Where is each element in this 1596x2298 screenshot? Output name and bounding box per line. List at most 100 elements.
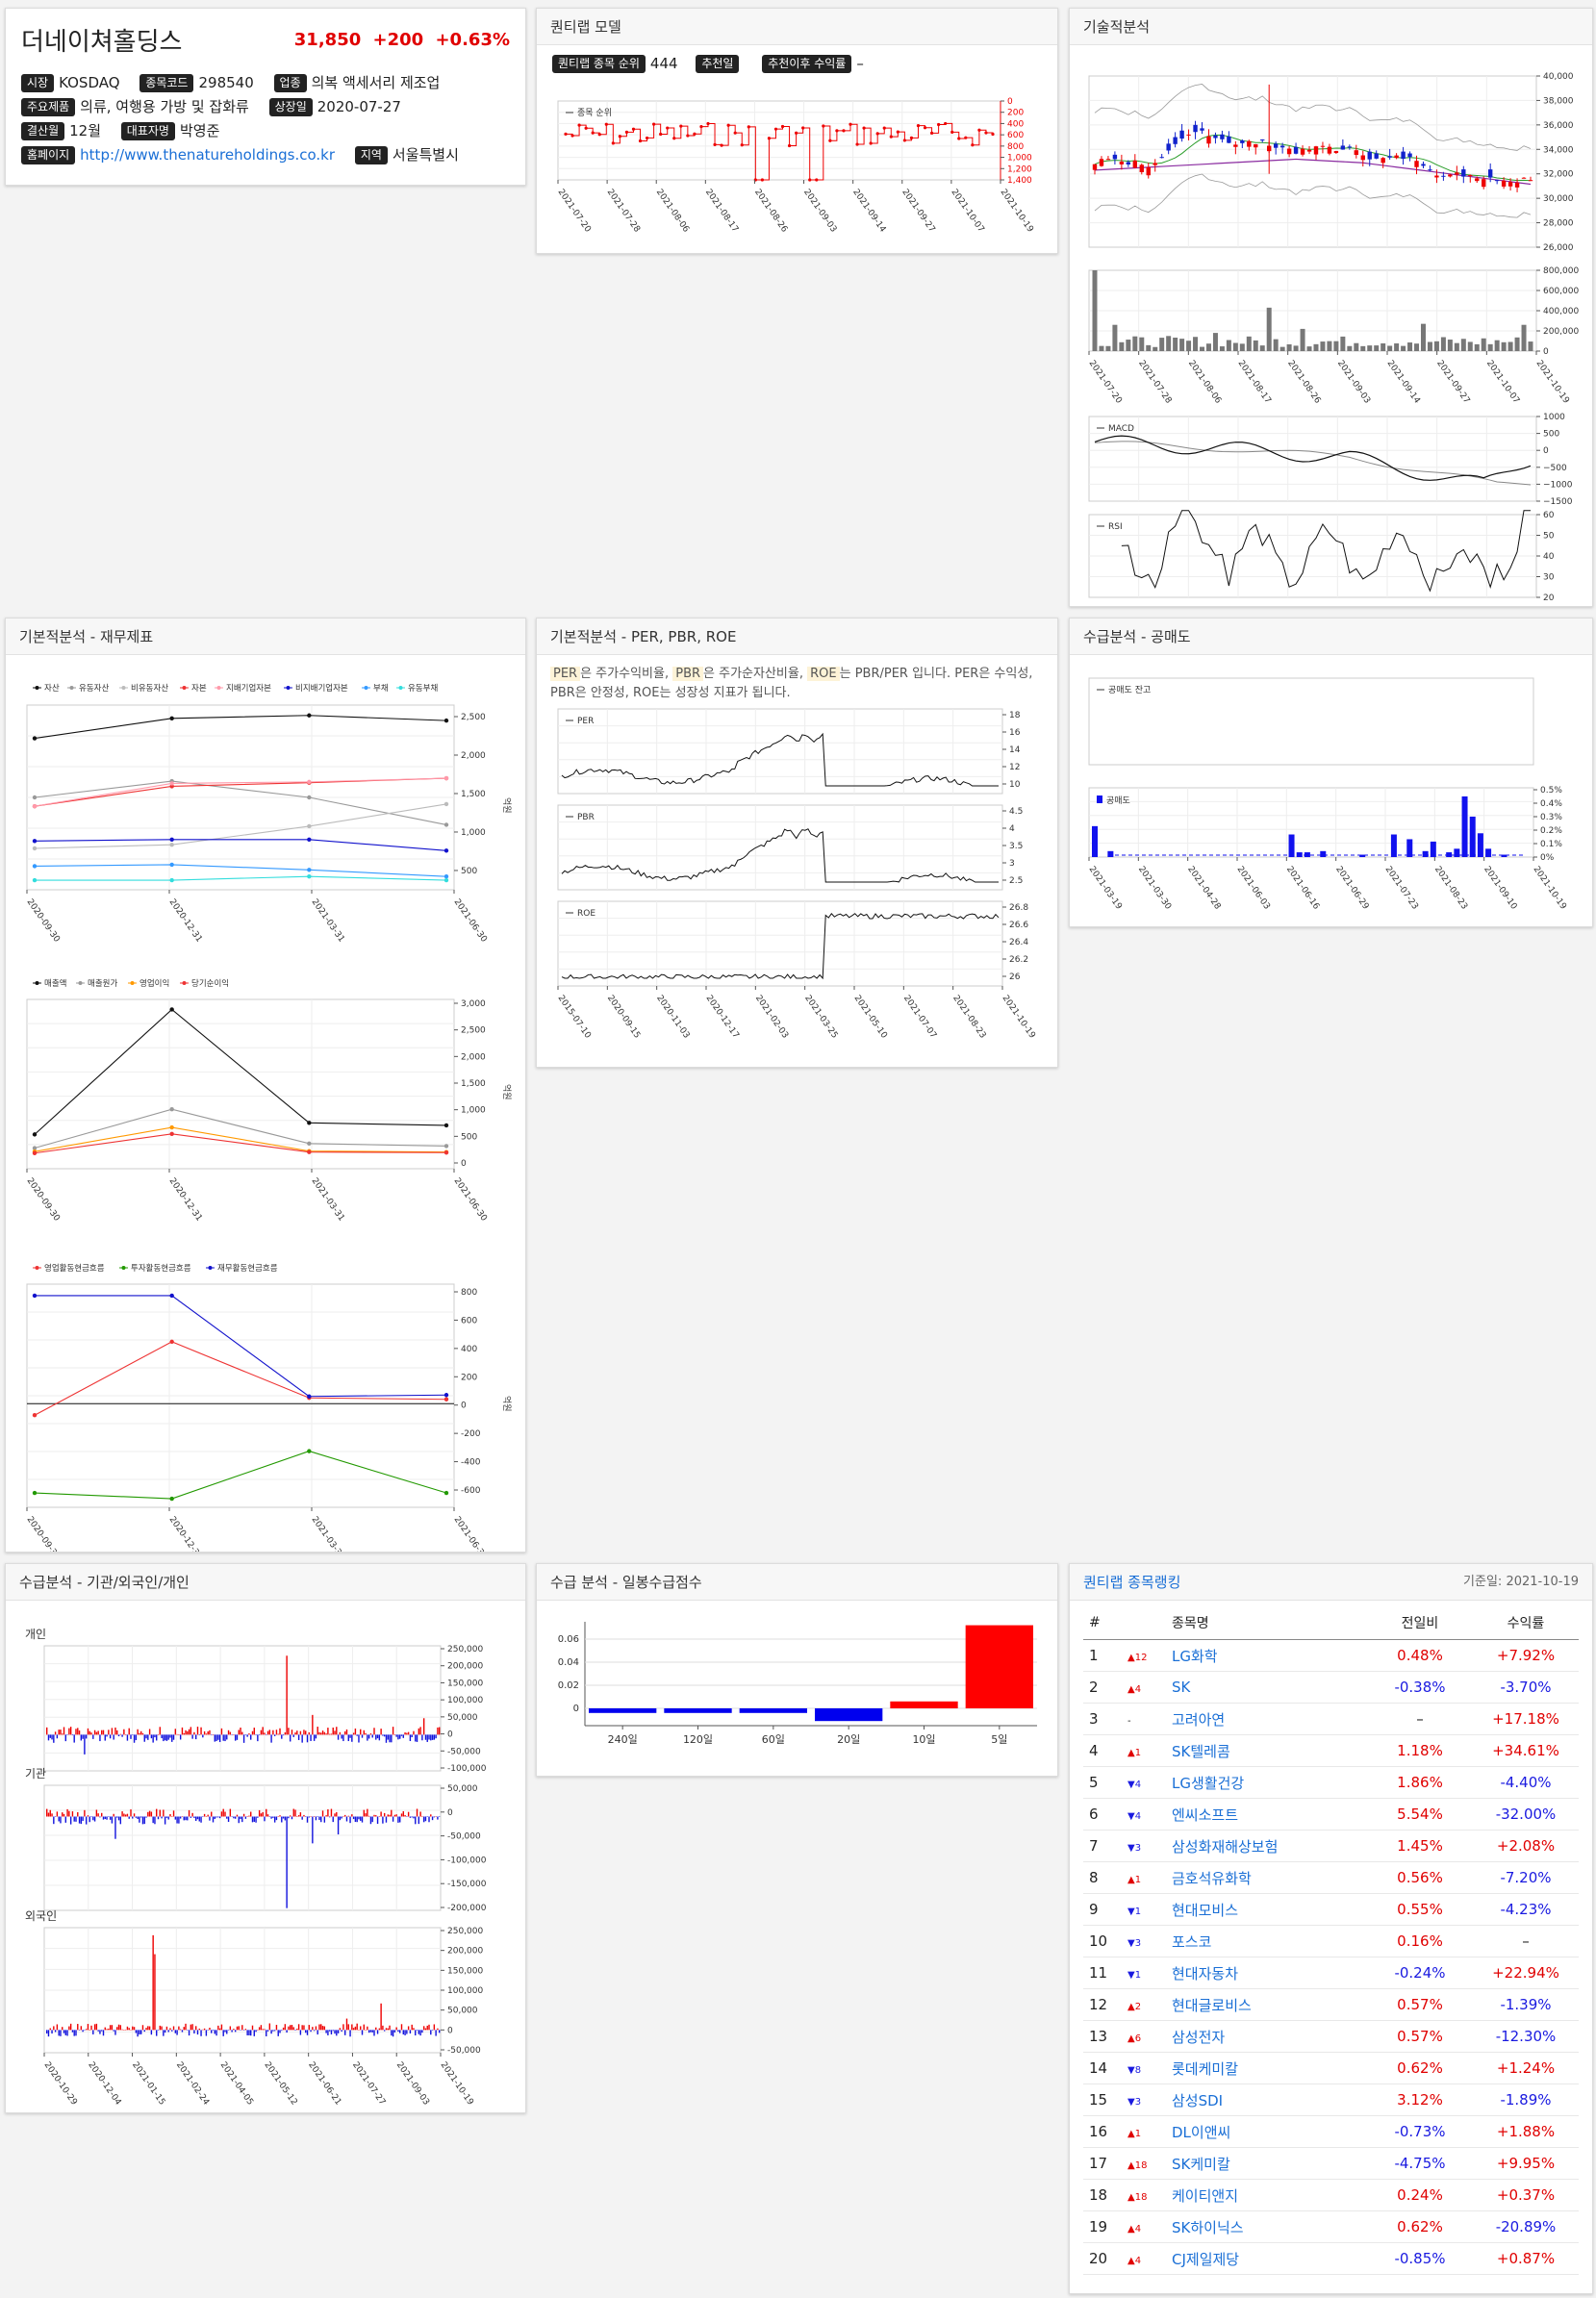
rank-point xyxy=(570,134,574,138)
homepage-link[interactable]: http://www.thenatureholdings.co.kr xyxy=(80,146,336,164)
flow-bar xyxy=(185,2023,187,2031)
x-tick-label: 2021-08-17 xyxy=(1236,359,1273,406)
ranking-row[interactable]: 16 ▲1 DL이앤씨 -0.73% +1.88% xyxy=(1083,2115,1579,2148)
flow-bar xyxy=(262,1811,264,1817)
flow-bar xyxy=(156,1808,158,1817)
flow-bar xyxy=(68,1728,70,1735)
flow-bar xyxy=(207,1814,209,1817)
stock-name-link[interactable]: 엔씨소프트 xyxy=(1166,1798,1367,1831)
daily-change: 0.48% xyxy=(1367,1639,1473,1672)
stock-name-link[interactable]: DL이앤씨 xyxy=(1166,2115,1367,2148)
ranking-row[interactable]: 15 ▼3 삼성SDI 3.12% -1.89% xyxy=(1083,2083,1579,2116)
stock-name-link[interactable]: 현대글로비스 xyxy=(1166,1988,1367,2021)
stock-name-link[interactable]: 롯데케미칼 xyxy=(1166,2052,1367,2084)
stock-name-link[interactable]: 금호석유화학 xyxy=(1166,1861,1367,1894)
stock-name-link[interactable]: 삼성화재해상보험 xyxy=(1166,1830,1367,1862)
col-rank: # xyxy=(1083,1606,1122,1640)
flow-bar xyxy=(226,2030,228,2034)
volume-bar xyxy=(1226,340,1231,351)
ranking-row[interactable]: 14 ▼8 롯데케미칼 0.62% +1.24% xyxy=(1083,2052,1579,2084)
ranking-row[interactable]: 12 ▲2 현대글로비스 0.57% -1.39% xyxy=(1083,1988,1579,2021)
flow-bar xyxy=(268,1730,271,1735)
ranking-row[interactable]: 17 ▲18 SK케미칼 -4.75% +9.95% xyxy=(1083,2147,1579,2180)
flow-bar xyxy=(430,1734,432,1741)
flow-bar xyxy=(139,1730,142,1735)
flow-bar xyxy=(93,1816,96,1822)
x-tick-label: 2021-08-06 xyxy=(654,188,691,235)
flow-bar xyxy=(260,1813,263,1817)
y-tick-label: 16 xyxy=(1009,728,1021,738)
ranking-row[interactable]: 5 ▼4 LG생활건강 1.86% -4.40% xyxy=(1083,1766,1579,1799)
ranking-row[interactable]: 8 ▲1 금호석유화학 0.56% -7.20% xyxy=(1083,1861,1579,1894)
flow-bar xyxy=(365,1732,367,1735)
desc-text-2: 은 주가순자산비율, xyxy=(703,667,803,681)
legend-label: 영업활동현금흐름 xyxy=(44,1263,105,1274)
ranking-row[interactable]: 11 ▼1 현대자동차 -0.24% +22.94% xyxy=(1083,1957,1579,1989)
stock-name-link[interactable]: LG생활건강 xyxy=(1166,1766,1367,1799)
stock-name-link[interactable]: 삼성전자 xyxy=(1166,2020,1367,2053)
stock-name-link[interactable]: 케이티앤지 xyxy=(1166,2179,1367,2211)
flow-bar xyxy=(46,2030,48,2034)
rank-point xyxy=(889,135,893,139)
flow-bar xyxy=(404,2030,406,2035)
ranking-row[interactable]: 4 ▲1 SK텔레콤 1.18% +34.61% xyxy=(1083,1734,1579,1767)
ranking-row[interactable]: 9 ▼1 현대모비스 0.55% -4.23% xyxy=(1083,1893,1579,1926)
flow-bar xyxy=(320,1732,322,1735)
ranking-row[interactable]: 3- 고려아연 – +17.18% xyxy=(1083,1703,1579,1735)
series-point xyxy=(169,1293,174,1299)
stock-name-link[interactable]: LG화학 xyxy=(1166,1639,1367,1672)
daily-change: 1.45% xyxy=(1367,1830,1473,1862)
stock-name-link[interactable]: 삼성SDI xyxy=(1166,2083,1367,2116)
stock-name-link[interactable]: SK텔레콤 xyxy=(1166,1734,1367,1767)
ranking-row[interactable]: 6 ▼4 엔씨소프트 5.54% -32.00% xyxy=(1083,1798,1579,1831)
stock-name-link[interactable]: 포스코 xyxy=(1166,1925,1367,1957)
x-tick-label: 2021-06-30 xyxy=(452,1515,489,1552)
flow-bar xyxy=(205,1733,208,1735)
flow-bar xyxy=(413,1816,415,1819)
stock-name-link[interactable]: SK xyxy=(1166,1671,1367,1704)
flow-bar xyxy=(360,1816,362,1821)
ranking-row[interactable]: 18 ▲18 케이티앤지 0.24% +0.37% xyxy=(1083,2179,1579,2211)
ranking-row[interactable]: 1 ▲12 LG화학 0.48% +7.92% xyxy=(1083,1639,1579,1672)
ranking-row[interactable]: 19 ▲4 SK하이닉스 0.62% -20.89% xyxy=(1083,2210,1579,2243)
flow-bar xyxy=(407,1731,410,1735)
stock-name-link[interactable]: SK하이닉스 xyxy=(1166,2210,1367,2243)
flow-bar xyxy=(389,1734,391,1743)
flow-bar xyxy=(77,1728,79,1735)
flow-bar xyxy=(253,1816,255,1822)
flow-bar xyxy=(422,1816,425,1823)
stock-name-link[interactable]: CJ제일제당 xyxy=(1166,2242,1367,2275)
y-tick-label: 20 xyxy=(1543,593,1555,603)
stock-name-link[interactable]: 고려아연 xyxy=(1166,1703,1367,1735)
volume-bar xyxy=(1219,346,1225,351)
volume-bar xyxy=(1381,342,1386,351)
stock-name-link[interactable]: 현대자동차 xyxy=(1166,1957,1367,1989)
flow-bar xyxy=(391,1734,393,1743)
ranking-row[interactable]: 13 ▲6 삼성전자 0.57% -12.30% xyxy=(1083,2020,1579,2053)
flow-bar xyxy=(419,2030,421,2036)
flow-bar xyxy=(64,1816,66,1823)
flow-bar xyxy=(209,1730,211,1735)
ranking-row[interactable]: 20 ▲4 CJ제일제당 -0.85% +0.87% xyxy=(1083,2242,1579,2275)
y-tick-label: 400,000 xyxy=(1543,307,1579,316)
flow-bar xyxy=(84,1809,86,1817)
flow-bar xyxy=(130,1809,132,1817)
flow-bar xyxy=(159,1809,161,1817)
flow-bar xyxy=(183,2027,185,2031)
ranking-row[interactable]: 10 ▼3 포스코 0.16% – xyxy=(1083,1925,1579,1957)
series-line xyxy=(34,1126,447,1153)
flow-bar xyxy=(327,1808,329,1817)
y-tick-label: -50,000 xyxy=(447,1747,481,1756)
flow-bar xyxy=(121,1734,123,1737)
flow-bar xyxy=(369,2030,372,2033)
rank-number: 8 xyxy=(1083,1861,1122,1894)
stock-name-link[interactable]: 현대모비스 xyxy=(1166,1893,1367,1926)
volume-bar xyxy=(1179,339,1185,351)
y-tick-label: 2.5 xyxy=(1009,876,1023,886)
stock-name-link[interactable]: SK케미칼 xyxy=(1166,2147,1367,2180)
ranking-row[interactable]: 2 ▲4 SK -0.38% -3.70% xyxy=(1083,1671,1579,1704)
x-tick-label: 2021-10-07 xyxy=(1484,359,1521,406)
ranking-row[interactable]: 7 ▼3 삼성화재해상보험 1.45% +2.08% xyxy=(1083,1830,1579,1862)
x-tick-label: 2021-07-28 xyxy=(605,188,642,235)
quantilab-model-title: 퀀티랩 모델 xyxy=(537,9,1057,45)
